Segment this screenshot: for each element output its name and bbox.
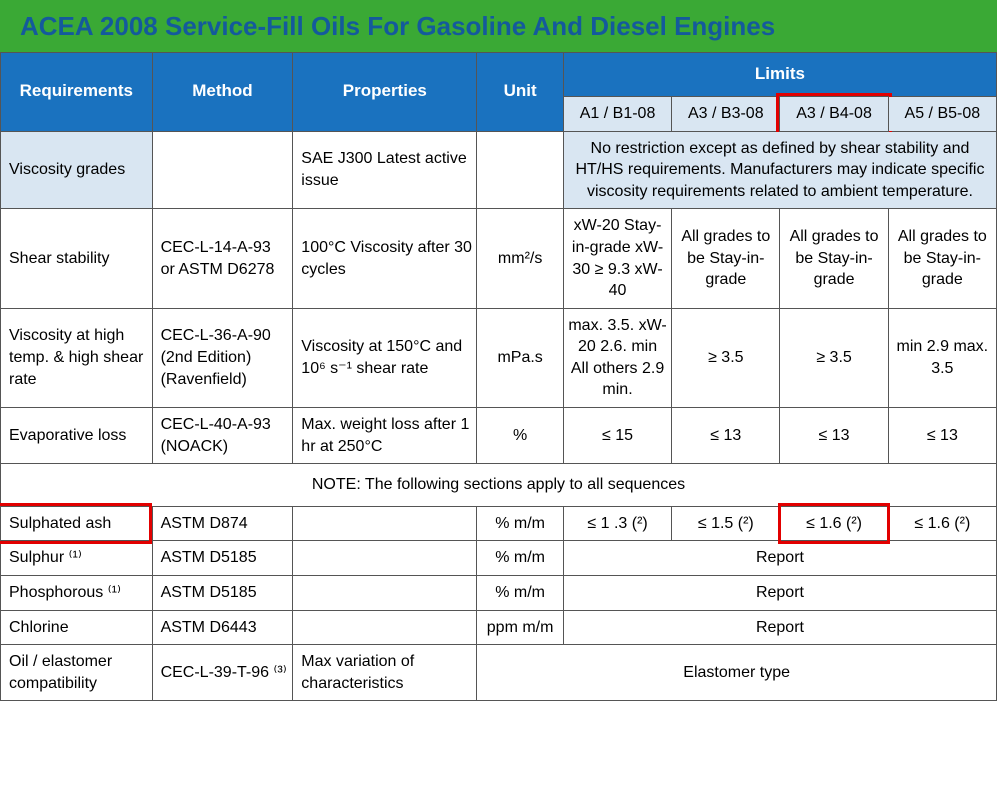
cell-unit: mm²/s bbox=[477, 209, 564, 308]
cell-unit: % bbox=[477, 408, 564, 464]
sub-a3b3: A3 / B3-08 bbox=[672, 96, 780, 131]
cell-prop bbox=[293, 576, 477, 611]
cell-note: NOTE: The following sections apply to al… bbox=[1, 464, 997, 507]
cell-span: Report bbox=[563, 541, 996, 576]
cell-req: Viscosity grades bbox=[1, 131, 153, 209]
row-evaporative-loss: Evaporative loss CEC-L-40-A-93 (NOACK) M… bbox=[1, 408, 997, 464]
row-phosphorous: Phosphorous ⁽¹⁾ ASTM D5185 % m/m Report bbox=[1, 576, 997, 611]
cell-unit: % m/m bbox=[477, 576, 564, 611]
spec-table: Requirements Method Properties Unit Limi… bbox=[0, 52, 997, 701]
cell-prop bbox=[293, 610, 477, 645]
cell-method: ASTM D5185 bbox=[152, 576, 293, 611]
col-properties: Properties bbox=[293, 53, 477, 132]
cell-l1: xW-20 Stay-in-grade xW-30 ≥ 9.3 xW-40 bbox=[563, 209, 671, 308]
cell-l1: ≤ 1 .3 (²) bbox=[563, 506, 671, 541]
page-title: ACEA 2008 Service-Fill Oils For Gasoline… bbox=[0, 0, 997, 52]
cell-method: ASTM D874 bbox=[152, 506, 293, 541]
sub-a5b5: A5 / B5-08 bbox=[888, 96, 996, 131]
cell-unit: % m/m bbox=[477, 541, 564, 576]
row-viscosity-grades: Viscosity grades SAE J300 Latest active … bbox=[1, 131, 997, 209]
cell-req: Sulphur ⁽¹⁾ bbox=[1, 541, 153, 576]
cell-l2: All grades to be Stay-in-grade bbox=[672, 209, 780, 308]
cell-l3: ≤ 13 bbox=[780, 408, 888, 464]
cell-l2: ≤ 13 bbox=[672, 408, 780, 464]
cell-l1: max. 3.5. xW-20 2.6. min All others 2.9 … bbox=[563, 308, 671, 407]
cell-l4: ≤ 13 bbox=[888, 408, 996, 464]
cell-req: Phosphorous ⁽¹⁾ bbox=[1, 576, 153, 611]
cell-prop: Max. weight loss after 1 hr at 250°C bbox=[293, 408, 477, 464]
cell-l3: ≥ 3.5 bbox=[780, 308, 888, 407]
row-note: NOTE: The following sections apply to al… bbox=[1, 464, 997, 507]
cell-prop bbox=[293, 541, 477, 576]
sub-a1b1: A1 / B1-08 bbox=[563, 96, 671, 131]
cell-prop: SAE J300 Latest active issue bbox=[293, 131, 477, 209]
row-sulphur: Sulphur ⁽¹⁾ ASTM D5185 % m/m Report bbox=[1, 541, 997, 576]
cell-method: CEC-L-14-A-93 or ASTM D6278 bbox=[152, 209, 293, 308]
cell-l4: ≤ 1.6 (²) bbox=[888, 506, 996, 541]
cell-l2: ≥ 3.5 bbox=[672, 308, 780, 407]
cell-req: Oil / elastomer compatibility bbox=[1, 645, 153, 701]
cell-prop: 100°C Viscosity after 30 cycles bbox=[293, 209, 477, 308]
col-limits: Limits bbox=[563, 53, 996, 97]
cell-span: Elastomer type bbox=[477, 645, 997, 701]
cell-method: CEC-L-39-T-96 ⁽³⁾ bbox=[152, 645, 293, 701]
cell-method: ASTM D6443 bbox=[152, 610, 293, 645]
col-requirements: Requirements bbox=[1, 53, 153, 132]
col-method: Method bbox=[152, 53, 293, 132]
page-wrap: ACEA 2008 Service-Fill Oils For Gasoline… bbox=[0, 0, 997, 701]
cell-prop bbox=[293, 506, 477, 541]
cell-l1: ≤ 15 bbox=[563, 408, 671, 464]
cell-unit: % m/m bbox=[477, 506, 564, 541]
row-viscosity-high: Viscosity at high temp. & high shear rat… bbox=[1, 308, 997, 407]
cell-span: Report bbox=[563, 610, 996, 645]
cell-unit bbox=[477, 131, 564, 209]
cell-span: Report bbox=[563, 576, 996, 611]
header-row: Requirements Method Properties Unit Limi… bbox=[1, 53, 997, 97]
cell-req: Shear stability bbox=[1, 209, 153, 308]
cell-prop: Viscosity at 150°C and 10⁶ s⁻¹ shear rat… bbox=[293, 308, 477, 407]
cell-method: ASTM D5185 bbox=[152, 541, 293, 576]
cell-method: CEC-L-40-A-93 (NOACK) bbox=[152, 408, 293, 464]
row-shear-stability: Shear stability CEC-L-14-A-93 or ASTM D6… bbox=[1, 209, 997, 308]
cell-l4: min 2.9 max. 3.5 bbox=[888, 308, 996, 407]
sub-a3b4: A3 / B4-08 bbox=[780, 96, 888, 131]
cell-span: No restriction except as defined by shea… bbox=[563, 131, 996, 209]
cell-l4: All grades to be Stay-in-grade bbox=[888, 209, 996, 308]
cell-l3: ≤ 1.6 (²) bbox=[780, 506, 888, 541]
cell-req: Sulphated ash bbox=[1, 506, 153, 541]
cell-method: CEC-L-36-A-90 (2nd Edition) (Ravenfield) bbox=[152, 308, 293, 407]
row-elastomer: Oil / elastomer compatibility CEC-L-39-T… bbox=[1, 645, 997, 701]
cell-l2: ≤ 1.5 (²) bbox=[672, 506, 780, 541]
col-unit: Unit bbox=[477, 53, 564, 132]
cell-unit: mPa.s bbox=[477, 308, 564, 407]
cell-l3: All grades to be Stay-in-grade bbox=[780, 209, 888, 308]
cell-prop: Max variation of characteristics bbox=[293, 645, 477, 701]
cell-req: Chlorine bbox=[1, 610, 153, 645]
cell-method bbox=[152, 131, 293, 209]
row-chlorine: Chlorine ASTM D6443 ppm m/m Report bbox=[1, 610, 997, 645]
cell-req: Viscosity at high temp. & high shear rat… bbox=[1, 308, 153, 407]
row-sulphated-ash: Sulphated ash ASTM D874 % m/m ≤ 1 .3 (²)… bbox=[1, 506, 997, 541]
cell-req: Evaporative loss bbox=[1, 408, 153, 464]
cell-unit: ppm m/m bbox=[477, 610, 564, 645]
